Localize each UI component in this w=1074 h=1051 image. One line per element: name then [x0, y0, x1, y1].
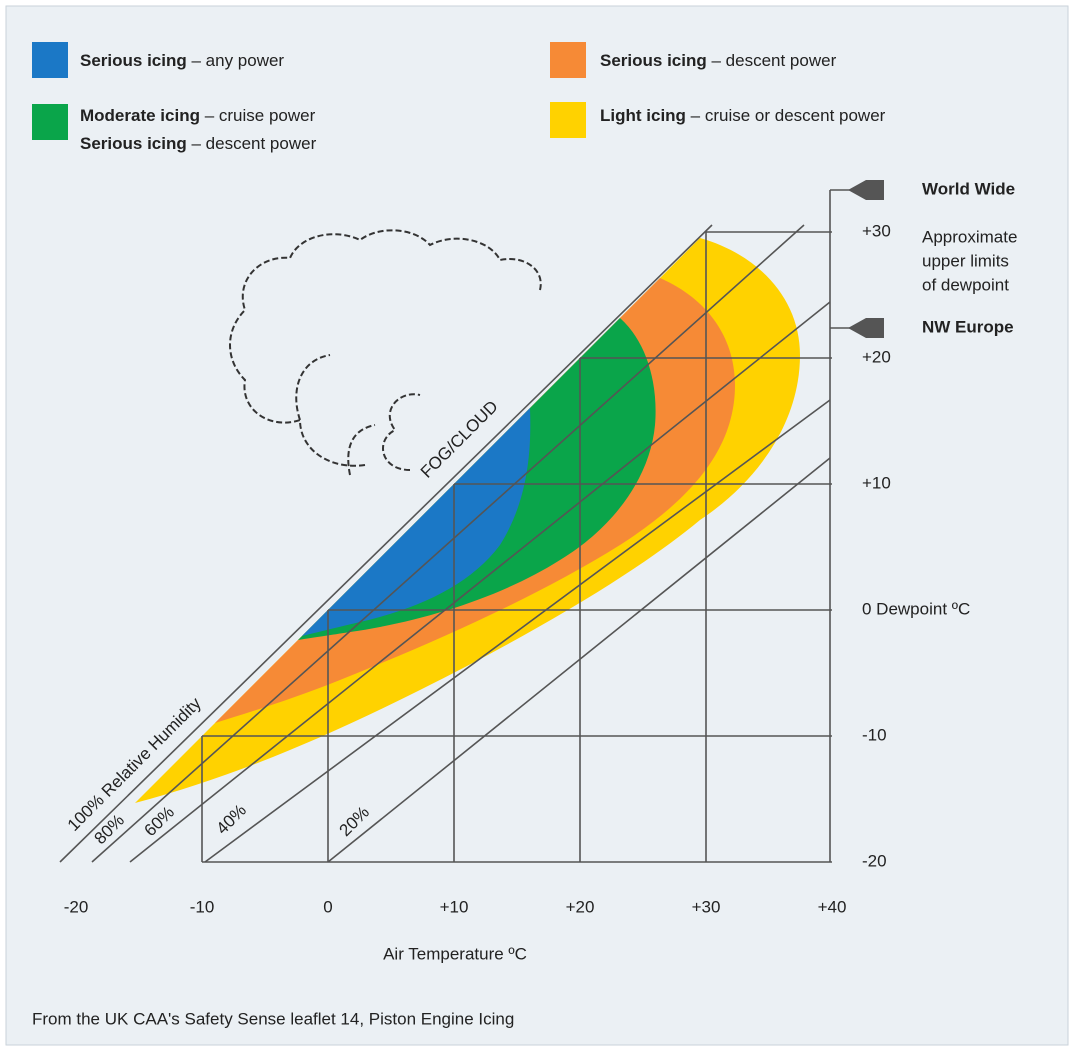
- x-axis-title: Air Temperature ºC: [383, 944, 527, 963]
- limit-label: NW Europe: [922, 317, 1014, 336]
- legend-entry: Serious icing – any power: [80, 51, 284, 70]
- y-tick-label: +20: [862, 347, 891, 366]
- x-tick-label: -20: [64, 897, 89, 916]
- legend-entry: Serious icing – descent power: [80, 134, 317, 153]
- legend-swatch: [550, 42, 586, 78]
- source: From the UK CAA's Safety Sense leaflet 1…: [32, 1009, 514, 1028]
- x-tick-label: +40: [818, 897, 847, 916]
- x-tick-label: -10: [190, 897, 215, 916]
- legend-entry: Moderate icing – cruise power: [80, 106, 316, 125]
- legend-entry: Light icing – cruise or descent power: [600, 106, 886, 125]
- legend-entry: Serious icing – descent power: [600, 51, 837, 70]
- x-tick-label: +10: [440, 897, 469, 916]
- limit-note: upper limits: [922, 251, 1009, 270]
- limit-note: of dewpoint: [922, 275, 1009, 294]
- legend-swatch: [32, 42, 68, 78]
- y-tick-label: 0 Dewpoint ºC: [862, 599, 970, 618]
- x-tick-label: +20: [566, 897, 595, 916]
- y-tick-label: +10: [862, 473, 891, 492]
- legend-swatch: [550, 102, 586, 138]
- x-tick-label: 0: [323, 897, 332, 916]
- legend-swatch: [32, 104, 68, 140]
- y-tick-label: -20: [862, 851, 887, 870]
- limit-label: World Wide: [922, 179, 1015, 198]
- y-tick-label: +30: [862, 221, 891, 240]
- chart: FOG/CLOUD 100% Relative Humidity 80% 60%…: [0, 0, 1074, 1051]
- y-tick-label: -10: [862, 725, 887, 744]
- x-tick-label: +30: [692, 897, 721, 916]
- limit-note: Approximate: [922, 227, 1017, 246]
